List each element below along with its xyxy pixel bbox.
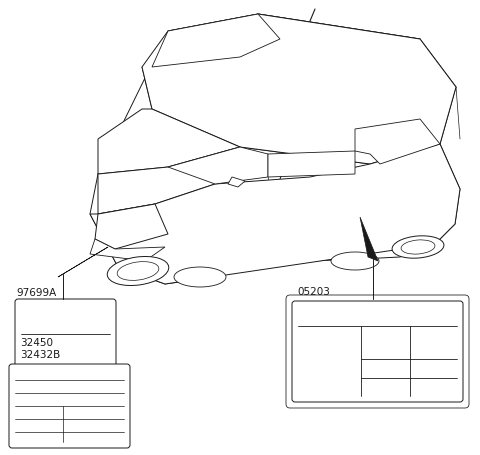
Polygon shape — [152, 15, 280, 68]
Polygon shape — [360, 217, 378, 262]
Text: 97699A: 97699A — [16, 288, 56, 298]
Text: 32432B: 32432B — [20, 349, 60, 359]
Polygon shape — [228, 177, 245, 187]
Polygon shape — [98, 148, 240, 214]
FancyBboxPatch shape — [286, 295, 469, 408]
Polygon shape — [168, 148, 268, 185]
Polygon shape — [355, 120, 440, 165]
Text: 05203: 05203 — [297, 286, 330, 296]
Polygon shape — [268, 152, 355, 177]
Polygon shape — [95, 205, 168, 249]
Ellipse shape — [174, 268, 226, 288]
Ellipse shape — [392, 236, 444, 258]
Ellipse shape — [331, 253, 379, 270]
Polygon shape — [90, 239, 165, 262]
Ellipse shape — [117, 262, 159, 281]
Polygon shape — [90, 15, 460, 284]
Ellipse shape — [401, 240, 435, 254]
Text: 32450: 32450 — [20, 337, 53, 347]
Polygon shape — [142, 15, 456, 165]
FancyBboxPatch shape — [15, 299, 116, 377]
FancyBboxPatch shape — [292, 301, 463, 402]
FancyBboxPatch shape — [9, 364, 130, 448]
Ellipse shape — [107, 257, 169, 286]
Polygon shape — [98, 110, 240, 175]
Polygon shape — [58, 248, 108, 278]
Polygon shape — [90, 145, 460, 284]
